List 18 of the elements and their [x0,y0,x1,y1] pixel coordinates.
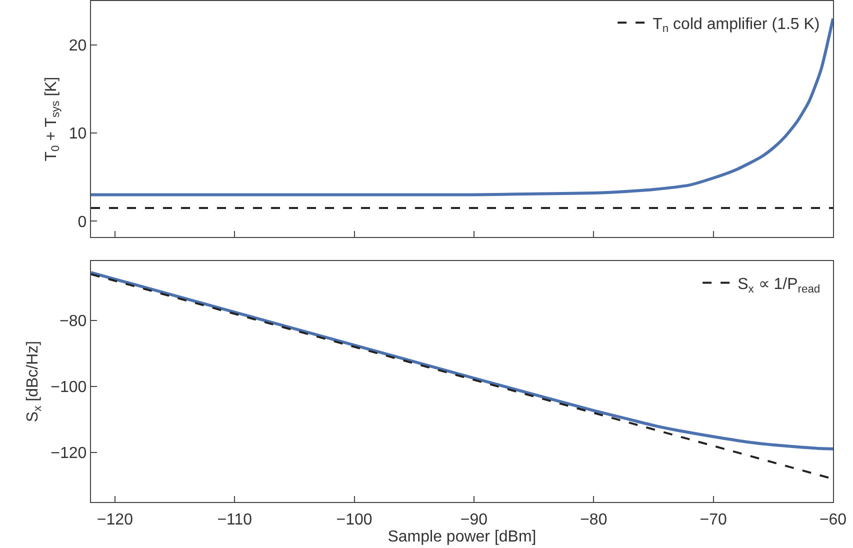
x-tick-label: −60 [819,511,847,528]
legend-label: T$_{n}$ cold amplifier (1.5 K) [652,16,820,36]
y-tick-label: 20 [68,38,87,55]
y-tick-label: −80 [60,313,87,330]
y-tick-label: −120 [50,445,87,462]
legend-label: S$_{x}$ ∝ 1/P$_{read}$ [738,276,820,296]
x-tick-label: −70 [700,511,727,528]
line-series [91,271,833,450]
x-tick-label: −100 [336,511,372,528]
x-tick-label: −110 [217,511,252,528]
line-series [91,17,833,196]
y-tick-label: 10 [68,126,87,143]
x-axis-title: Sample power [dBm] [388,528,536,546]
x-tick-label: −80 [580,511,608,528]
x-tick-label: −120 [96,511,134,528]
y-tick-label: −100 [50,379,87,396]
x-tick-label: −90 [460,511,488,528]
y-tick-label: 0 [78,214,87,231]
